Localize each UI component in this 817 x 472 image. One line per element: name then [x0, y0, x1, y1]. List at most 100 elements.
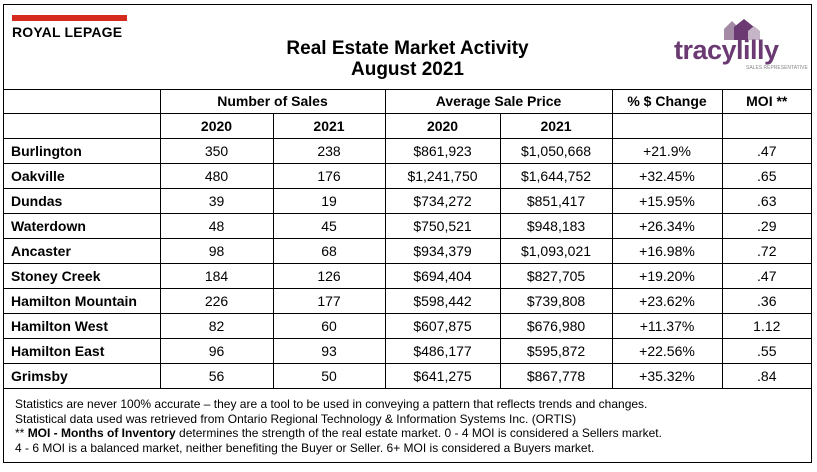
sales-2021-cell: 68: [272, 238, 386, 264]
price-2021-cell: $1,644,752: [499, 163, 613, 189]
price-2021-cell: $851,417: [499, 188, 613, 214]
price-2020-cell: $861,923: [384, 138, 501, 164]
price-2021-cell: $827,705: [499, 263, 613, 289]
sales-2021-cell: 177: [272, 288, 386, 314]
sales-2021-cell: 93: [272, 338, 386, 364]
sales-2021-cell: 238: [272, 138, 386, 164]
price-2021-cell: $1,093,021: [499, 238, 613, 264]
report-title: Real Estate Market Activity August 2021: [4, 38, 811, 80]
header-row-groups: Number of Sales Average Sale Price % $ C…: [4, 89, 812, 114]
report-header: ROYAL LEPAGE Real Estate Market Activity…: [4, 5, 811, 90]
city-cell: Grimsby: [4, 363, 161, 389]
city-cell: Stoney Creek: [4, 263, 161, 289]
price-2020-cell: $734,272: [384, 188, 501, 214]
sales-2021-cell: 126: [272, 263, 386, 289]
moi-cell: .65: [721, 163, 812, 189]
report-title-line1: Real Estate Market Activity: [286, 38, 529, 59]
city-cell: Burlington: [4, 138, 161, 164]
price-2020-cell: $694,404: [384, 263, 501, 289]
header-sales-2020: 2020: [159, 113, 274, 139]
sales-2021-cell: 50: [272, 363, 386, 389]
price-2021-cell: $676,980: [499, 313, 613, 339]
table-row: Hamilton East 96 93 $486,177 $595,872 +22.56%…: [4, 338, 812, 364]
header-number-of-sales: Number of Sales: [159, 89, 386, 114]
sales-2021-cell: 60: [272, 313, 386, 339]
header-price-2020: 2020: [384, 113, 501, 139]
table-row: Hamilton West 82 60 $607,875 $676,980 +11.37%…: [4, 313, 812, 339]
table-row: Dundas 39 19 $734,272 $851,417 +15.95% .63: [4, 188, 812, 214]
moi-cell: .55: [721, 338, 812, 364]
moi-cell: 1.12: [721, 313, 812, 339]
city-cell: Hamilton Mountain: [4, 288, 161, 314]
sales-2020-cell: 480: [159, 163, 274, 189]
royal-lepage-logo: ROYAL LEPAGE: [12, 15, 127, 42]
price-2020-cell: $607,875: [384, 313, 501, 339]
sales-2020-cell: 226: [159, 288, 274, 314]
moi-cell: .36: [721, 288, 812, 314]
footnote-accuracy: Statistics are never 100% accurate – the…: [15, 397, 648, 411]
moi-cell: .47: [721, 138, 812, 164]
percent-change-cell: +35.32%: [611, 363, 723, 389]
report-title-line2: August 2021: [351, 59, 464, 80]
header-row-years: 2020 2021 2020 2021: [4, 113, 812, 139]
price-2020-cell: $1,241,750: [384, 163, 501, 189]
sales-2020-cell: 184: [159, 263, 274, 289]
sales-2020-cell: 56: [159, 363, 274, 389]
percent-change-cell: +32.45%: [611, 163, 723, 189]
header-average-sale-price: Average Sale Price: [384, 89, 613, 114]
price-2021-cell: $595,872: [499, 338, 613, 364]
footnote-moi-term: MOI - Months of Inventory: [27, 426, 176, 440]
price-2021-cell: $1,050,668: [499, 138, 613, 164]
moi-cell: .29: [721, 213, 812, 239]
sales-2021-cell: 45: [272, 213, 386, 239]
header-percent-change: % $ Change: [611, 89, 723, 114]
table-row: Oakville 480 176 $1,241,750 $1,644,752 +32.45…: [4, 163, 812, 189]
percent-change-cell: +23.62%: [611, 288, 723, 314]
sales-2021-cell: 176: [272, 163, 386, 189]
moi-cell: .47: [721, 263, 812, 289]
price-2020-cell: $598,442: [384, 288, 501, 314]
header-cell-blank: [611, 113, 723, 139]
royal-lepage-logo-text: ROYAL LEPAGE: [12, 24, 123, 40]
tracylilly-logo-tagline: SALES REPRESENTATIVE: [746, 65, 808, 71]
header-price-2021: 2021: [499, 113, 613, 139]
sales-2020-cell: 350: [159, 138, 274, 164]
price-2021-cell: $867,778: [499, 363, 613, 389]
footnote-moi-prefix: **: [15, 426, 28, 440]
city-cell: Waterdown: [4, 213, 161, 239]
moi-cell: .72: [721, 238, 812, 264]
price-2020-cell: $750,521: [384, 213, 501, 239]
table-row: Stoney Creek 184 126 $694,404 $827,705 +19.20…: [4, 263, 812, 289]
sales-2020-cell: 39: [159, 188, 274, 214]
footnote-moi-text: determines the strength of the real esta…: [175, 426, 662, 440]
footnote-source: Statistical data used was retrieved from…: [15, 411, 577, 426]
table-row: Waterdown 48 45 $750,521 $948,183 +26.34% .29: [4, 213, 812, 239]
table-row: Grimsby 56 50 $641,275 $867,778 +35.32% .84: [4, 363, 812, 389]
percent-change-cell: +11.37%: [611, 313, 723, 339]
percent-change-cell: +22.56%: [611, 338, 723, 364]
sales-2020-cell: 82: [159, 313, 274, 339]
header-cell-blank: [4, 113, 161, 139]
city-cell: Dundas: [4, 188, 161, 214]
moi-cell: .84: [721, 363, 812, 389]
house-icon: [724, 19, 760, 40]
price-2021-cell: $948,183: [499, 213, 613, 239]
percent-change-cell: +15.95%: [611, 188, 723, 214]
table-row: Hamilton Mountain 226 177 $598,442 $739,808 +…: [4, 288, 812, 314]
city-cell: Ancaster: [4, 238, 161, 264]
price-2020-cell: $934,379: [384, 238, 501, 264]
header-cell-blank: [4, 89, 161, 114]
market-activity-table: Number of Sales Average Sale Price % $ C…: [4, 89, 812, 389]
price-2021-cell: $739,808: [499, 288, 613, 314]
price-2020-cell: $486,177: [384, 338, 501, 364]
sales-2021-cell: 19: [272, 188, 386, 214]
footnote-moi-definition: ** MOI - Months of Inventory determines …: [15, 426, 805, 441]
sales-2020-cell: 48: [159, 213, 274, 239]
table-row: Ancaster 98 68 $934,379 $1,093,021 +16.98% .72: [4, 238, 812, 264]
sales-2020-cell: 98: [159, 238, 274, 264]
city-cell: Hamilton West: [4, 313, 161, 339]
city-cell: Hamilton East: [4, 338, 161, 364]
royal-lepage-logo-bar: [12, 15, 127, 21]
price-2020-cell: $641,275: [384, 363, 501, 389]
tracylilly-logo-text: tracylilly: [674, 35, 779, 65]
